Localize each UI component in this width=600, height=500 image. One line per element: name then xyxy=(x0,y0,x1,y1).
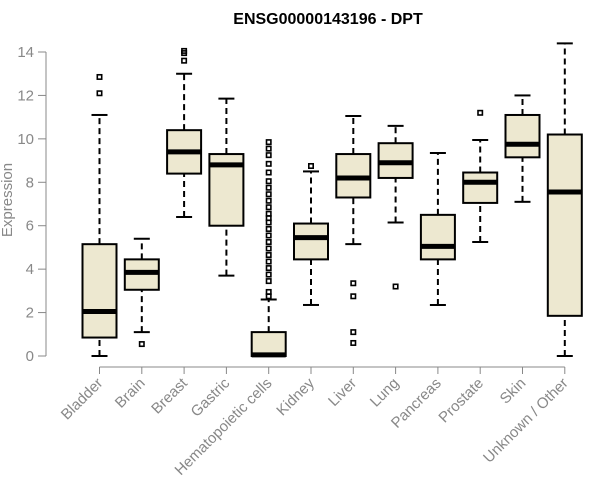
box-pancreas xyxy=(419,151,456,306)
outlier-point xyxy=(350,339,357,346)
iqr-box xyxy=(462,171,499,204)
box-liver xyxy=(335,115,372,346)
outlier-point xyxy=(265,191,272,198)
box-hematopoietic-cells xyxy=(250,139,287,358)
outlier-point xyxy=(265,184,272,191)
x-tick-label: Prostate xyxy=(435,375,487,427)
box-kidney xyxy=(293,163,329,306)
x-tick-label: Kidney xyxy=(273,374,318,419)
outlier-point xyxy=(350,293,357,300)
box-brain xyxy=(123,237,160,348)
x-tick-label: Liver xyxy=(325,375,360,410)
outlier-point xyxy=(265,204,272,211)
outlier-point xyxy=(307,163,314,170)
outlier-point xyxy=(265,271,272,278)
y-tick-label: 0 xyxy=(26,348,34,365)
y-axis-label: Expression xyxy=(0,163,16,237)
x-tick-label: Breast xyxy=(148,374,191,417)
outlier-point xyxy=(265,169,272,176)
outlier-point xyxy=(392,283,399,290)
outlier-point xyxy=(96,73,103,80)
y-tick-label: 14 xyxy=(17,44,34,61)
x-tick-label: Brain xyxy=(112,375,149,412)
outlier-point xyxy=(265,232,272,239)
outlier-point xyxy=(477,109,484,116)
outlier-point xyxy=(350,329,357,336)
outlier-point xyxy=(265,178,272,185)
y-tick-label: 12 xyxy=(17,87,34,104)
chart-title: ENSG00000143196 - DPT xyxy=(233,11,423,28)
x-tick-label: Lung xyxy=(367,375,403,411)
x-tick-label: Bladder xyxy=(58,375,107,424)
outlier-point xyxy=(265,139,272,146)
box-breast xyxy=(166,47,203,219)
outlier-point xyxy=(265,265,272,272)
iqr-box xyxy=(419,213,456,261)
plot-area xyxy=(81,42,583,358)
box-prostate xyxy=(462,109,499,243)
outlier-point xyxy=(96,90,103,97)
outlier-point xyxy=(265,288,272,295)
box-skin xyxy=(504,94,541,203)
outlier-point xyxy=(138,341,145,348)
box-gastric xyxy=(208,97,245,277)
outlier-point xyxy=(181,47,188,54)
iqr-box xyxy=(546,133,583,317)
outlier-point xyxy=(265,278,272,285)
y-tick-label: 8 xyxy=(26,174,34,191)
box-unknown-other xyxy=(546,42,583,357)
y-tick-label: 2 xyxy=(26,305,34,322)
outlier-point xyxy=(265,239,272,246)
box-lung xyxy=(377,124,414,290)
y-axis: 0 2 4 6 8 10 12 14 xyxy=(17,44,47,365)
y-tick-label: 4 xyxy=(26,261,34,278)
outlier-point xyxy=(265,145,272,152)
outlier-point xyxy=(265,197,272,204)
outlier-point xyxy=(265,245,272,252)
y-tick-label: 6 xyxy=(26,218,34,235)
iqr-box xyxy=(293,222,329,261)
outlier-point xyxy=(265,152,272,159)
iqr-box xyxy=(504,113,541,159)
outlier-point xyxy=(350,280,357,287)
y-tick-label: 10 xyxy=(17,131,34,148)
box-bladder xyxy=(81,73,118,357)
outlier-point xyxy=(265,210,272,217)
outlier-point xyxy=(265,252,272,259)
outlier-point xyxy=(181,57,188,64)
outlier-point xyxy=(265,160,272,167)
x-tick-label: Skin xyxy=(497,375,530,408)
iqr-box xyxy=(81,243,118,339)
outlier-point xyxy=(265,258,272,265)
outlier-point xyxy=(265,225,272,232)
